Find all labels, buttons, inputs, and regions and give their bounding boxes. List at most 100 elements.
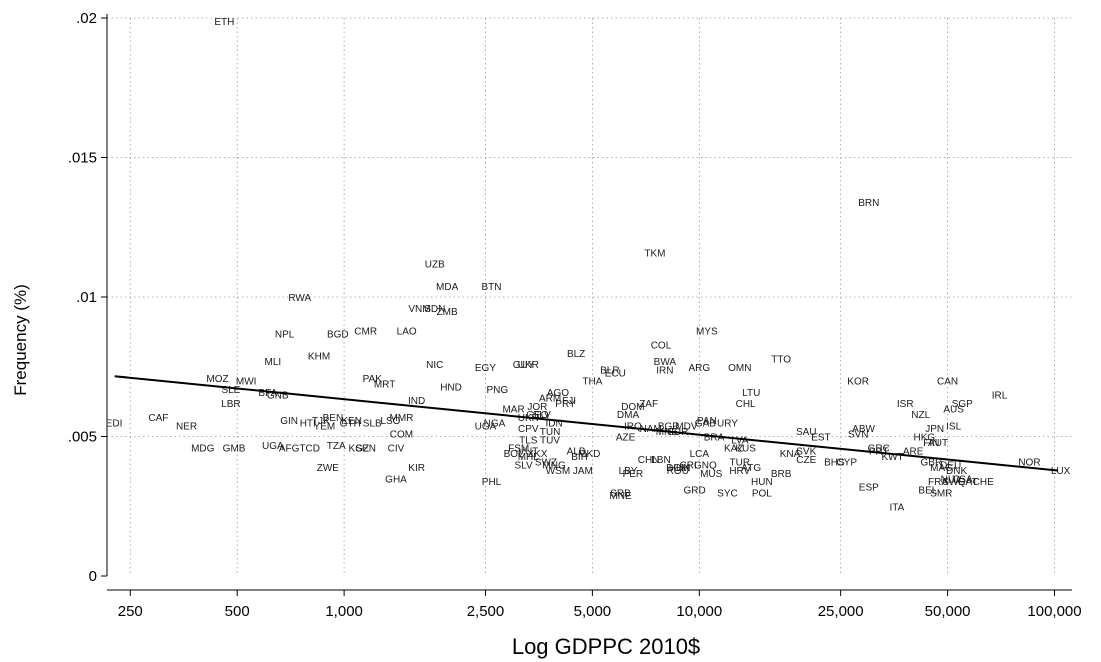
point-label: NGA [484,419,506,430]
point-label: MDG [191,444,215,455]
point-label: PER [623,469,644,480]
point-label: SMR [930,488,952,499]
point-label: SLV [533,410,551,421]
point-label: UGA [475,421,497,432]
point-label: KGZ [349,444,370,455]
point-label: ISL [946,421,961,432]
y-tick-label: .005 [68,429,97,446]
point-label: VUT [518,446,538,457]
x-tick-label: 10,000 [676,603,722,620]
point-label: LBY [619,466,638,477]
point-label: VNM [408,304,430,315]
point-label: LBN [651,455,670,466]
x-tick-label: 5,000 [574,603,612,620]
point-label: ZMB [437,307,458,318]
x-tick-label: 500 [225,603,250,620]
point-label: BEL [918,486,937,497]
point-label: DEU [940,460,961,471]
point-label: MNG [542,460,566,471]
point-label: AUT [928,438,948,449]
point-label: EGY [475,363,496,374]
point-label: UKR [518,360,539,371]
fit-line-group [114,375,1058,472]
point-label: HUN [751,477,773,488]
point-label: AZE [616,433,636,444]
point-label: BRA [704,433,725,444]
point-label: CAN [937,377,958,388]
point-label: BLR [600,366,619,377]
point-label: BGD [327,329,349,340]
point-label: FRA [928,477,948,488]
point-label: MWI [236,377,257,388]
point-label: URY [717,419,738,430]
point-label: HTI [300,419,316,430]
point-label: GIN [280,416,298,427]
point-label: ZAF [639,399,658,410]
point-label: NLD [941,474,961,485]
point-label: ZWE [317,463,340,474]
point-label: CHN [638,455,660,466]
point-label: SGP [952,399,973,410]
point-label: HUN [669,463,691,474]
point-label: JPN [925,424,944,435]
point-label: EST [811,433,830,444]
point-label: HRV [729,466,750,477]
x-tick-label: 100,000 [1027,603,1081,620]
point-label: ITA [890,502,905,513]
point-label: LBR [221,399,240,410]
point-label: COM [390,430,413,441]
point-label: COL [651,340,672,351]
point-label: GUY [513,360,535,371]
point-label: XKX [527,449,547,460]
point-label: ALB [567,446,586,457]
point-label: IRN [656,366,673,377]
point-label: THA [582,377,602,388]
point-label: NOR [1018,458,1040,469]
point-label: LSO [380,416,400,427]
point-label: BOL [504,449,524,460]
point-label: PNG [487,385,509,396]
point-label: MDA [436,282,459,293]
point-label: GEO [526,410,548,421]
point-label: ROU [667,466,689,477]
point-label: UZB [425,260,445,271]
point-label: ARE [903,446,924,457]
point-label: MRT [374,379,395,390]
point-label: ISR [897,399,914,410]
x-tick-label: 50,000 [925,603,971,620]
point-label: SEN [355,444,376,455]
point-label: MDV [675,421,698,432]
point-label: BHS [824,458,845,469]
point-label: MHL [518,452,540,463]
point-label: CPV [518,424,539,435]
x-axis-title: Log GDPPC 2010$ [512,634,700,659]
point-label: DOM [621,402,644,413]
point-label: MKD [578,449,600,460]
point-label: TJK [312,416,330,427]
point-label: ESP [859,483,879,494]
point-label: SWZ [535,458,557,469]
point-label: LCA [690,449,710,460]
point-label: BFA [258,388,277,399]
point-label: MUS [700,469,723,480]
point-label: HKG [913,433,935,444]
point-label: LAO [397,326,417,337]
point-label: TUR [730,458,751,469]
point-label: GMB [223,444,246,455]
point-label: MYS [696,326,718,337]
point-label: MAR [502,405,524,416]
point-label: TCD [299,444,320,455]
point-label: PHL [482,477,502,488]
point-label: DOM [666,463,689,474]
point-label: CHE [973,477,994,488]
point-label: GRD [684,486,706,497]
point-label: KEN [341,416,362,427]
point-label: GHA [385,474,407,485]
point-label: JOR [527,402,547,413]
point-label: BRB [771,469,792,480]
point-label: CHL [736,399,756,410]
point-label: FIN [923,438,939,449]
y-axis-title: Frequency (%) [11,284,30,395]
